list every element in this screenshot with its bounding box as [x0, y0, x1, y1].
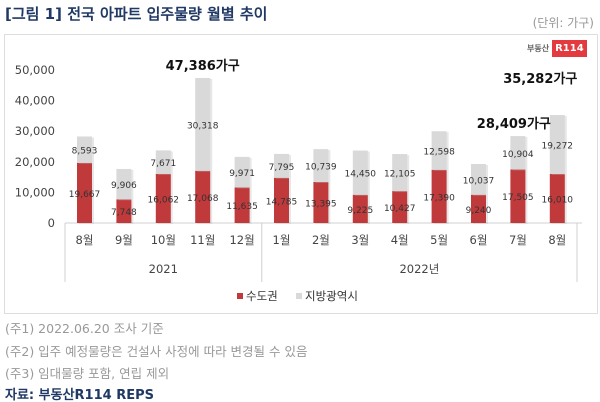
legend-swatch — [296, 293, 302, 299]
logo-badge: R114 — [552, 40, 587, 57]
bar-jibang — [392, 154, 408, 192]
data-label: 8,593 — [72, 147, 98, 157]
total-annotation: 28,409가구 — [477, 117, 551, 132]
data-label: 11,635 — [226, 202, 258, 212]
legend-label: 수도권 — [246, 289, 278, 303]
bar-jibang — [313, 149, 329, 183]
x-tick-label: 1월 — [273, 233, 291, 247]
data-label: 17,068 — [187, 194, 219, 204]
data-label: 9,225 — [347, 206, 373, 216]
logo-text: 부동산 — [527, 44, 550, 53]
x-tick-label: 9월 — [115, 233, 133, 247]
bar-jibang — [352, 150, 368, 195]
bar-sudogwon — [313, 182, 329, 223]
data-label: 9,971 — [229, 169, 255, 179]
data-label: 10,904 — [502, 150, 534, 160]
bar-sudogwon — [155, 173, 171, 223]
legend-label: 지방광역시 — [305, 289, 358, 303]
x-tick-label: 11월 — [190, 233, 215, 247]
x-tick-label: 5월 — [430, 233, 448, 247]
y-tick-label: 30,000 — [15, 124, 55, 138]
data-label: 10,427 — [384, 204, 416, 214]
data-label: 12,598 — [423, 148, 455, 158]
data-label: 7,795 — [269, 163, 295, 173]
note-1: (주1) 2022.06.20 조사 기준 — [5, 321, 164, 336]
bar-jibang — [274, 153, 289, 178]
bar-jibang — [116, 168, 132, 200]
bar-jibang — [195, 77, 211, 171]
x-tick-label: 4월 — [391, 233, 409, 247]
data-label: 16,010 — [542, 196, 574, 206]
data-label: 17,505 — [502, 193, 534, 203]
x-tick-label: 8월 — [76, 233, 94, 247]
data-label: 16,062 — [148, 195, 180, 205]
data-label: 19,272 — [542, 142, 574, 152]
bar-sudogwon — [352, 194, 368, 223]
bar-jibang — [431, 131, 447, 170]
source-label: 자료: 부동산R114 REPS — [5, 388, 154, 402]
data-label: 9,240 — [466, 206, 492, 216]
total-annotation: 35,282가구 — [503, 72, 577, 87]
bar-jibang — [549, 115, 565, 175]
r114-logo: 부동산 R114 — [527, 40, 587, 57]
y-tick-label: 10,000 — [15, 185, 55, 199]
x-tick-label: 7월 — [509, 233, 527, 247]
x-tick-label: 6월 — [470, 233, 488, 247]
data-label: 10,739 — [305, 163, 337, 173]
data-label: 14,785 — [266, 197, 298, 207]
bar-jibang — [234, 156, 250, 188]
year-label: 2022년 — [399, 262, 439, 276]
bar-sudogwon — [234, 187, 250, 223]
data-label: 13,395 — [305, 200, 337, 210]
y-tick-label: 0 — [48, 216, 55, 230]
note-3: (주3) 임대물량 포함, 연립 제외 — [5, 366, 170, 381]
data-label: 17,390 — [423, 193, 455, 203]
bar-sudogwon — [510, 169, 526, 223]
bar-jibang — [510, 136, 526, 170]
x-tick-label: 2월 — [312, 233, 330, 247]
unit-label: (단위: 가구) — [532, 16, 594, 30]
data-label: 9,906 — [111, 181, 137, 191]
data-label: 30,318 — [187, 121, 219, 131]
bar-sudogwon — [392, 191, 408, 223]
figure-title: [그림 1] 전국 아파트 입주물량 월별 추이 — [5, 5, 268, 23]
bar-sudogwon — [431, 169, 447, 223]
chart-frame — [4, 34, 598, 314]
data-label: 19,667 — [69, 190, 101, 200]
bar-sudogwon — [116, 199, 132, 223]
data-label: 7,671 — [150, 159, 176, 169]
bar-jibang — [471, 164, 486, 195]
bar-jibang — [77, 136, 92, 163]
x-tick-label: 3월 — [351, 233, 369, 247]
bar-sudogwon — [274, 177, 289, 223]
y-tick-label: 50,000 — [15, 63, 55, 77]
bar-sudogwon — [549, 174, 565, 223]
x-tick-label: 12월 — [229, 233, 254, 247]
bar-sudogwon — [195, 170, 211, 223]
note-2: (주2) 입주 예정물량은 건설사 사정에 따라 변경될 수 있음 — [5, 344, 308, 359]
bar-jibang — [155, 150, 171, 174]
x-tick-label: 10월 — [151, 233, 176, 247]
data-label: 7,748 — [111, 208, 137, 218]
y-tick-label: 20,000 — [15, 155, 55, 169]
data-label: 10,037 — [463, 176, 495, 186]
total-annotation: 47,386가구 — [166, 59, 240, 74]
data-label: 14,450 — [345, 170, 377, 180]
legend-swatch — [237, 293, 243, 299]
bar-sudogwon — [471, 194, 486, 223]
bar-sudogwon — [77, 162, 92, 223]
x-tick-label: 8월 — [548, 233, 566, 247]
data-label: 12,105 — [384, 170, 416, 180]
y-tick-label: 40,000 — [15, 94, 55, 108]
year-label: 2021 — [149, 262, 178, 276]
